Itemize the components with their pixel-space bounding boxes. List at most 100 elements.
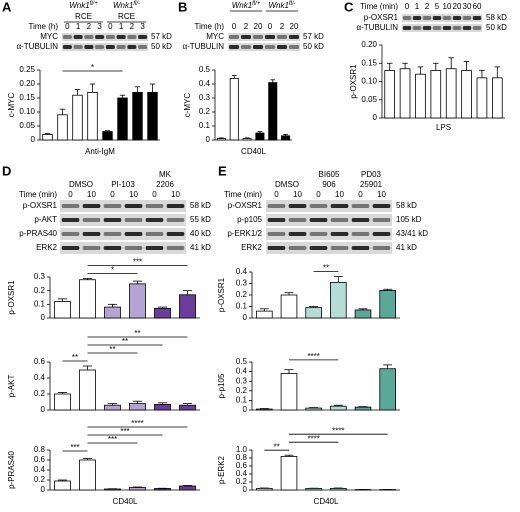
y-tick-label: 0 [31,135,36,144]
bar [256,408,273,411]
treatment-label: DMSO [69,180,93,189]
panel-letter: D [2,163,11,178]
blot-band [267,232,286,236]
time-point: 5 [435,2,440,11]
bar [57,114,68,141]
y-axis-label: c-MYC [7,93,16,118]
blot-band [61,232,80,236]
blot-strip [62,43,148,51]
bar [102,131,113,141]
treatment-label: 906 [322,180,336,189]
blot-row-label: p-AKT [34,215,57,224]
blot-strip [402,14,482,22]
blot-band [330,232,349,236]
blot-row-label: α-TUBULIN [356,23,398,32]
allele: fl/- [289,1,296,7]
y-tick-label: 0.5 [199,65,211,74]
blot-band [240,35,252,39]
blot-strip [60,214,186,226]
blot-band [228,45,240,49]
blot-band [103,246,122,250]
y-tick-label: 0.4 [199,79,211,88]
bar [54,480,71,491]
bar [42,133,53,141]
time-label: Time (h) [195,22,225,31]
time-point: 0 [405,2,410,11]
y-tick-label: 0.3 [34,272,46,281]
blot-band [330,246,349,250]
time-point: 30 [463,2,472,11]
bar [445,68,457,119]
treatment-label: DMSO [275,180,299,189]
blot-band [372,246,391,250]
significance-label: *** [133,257,142,266]
y-axis-label: p-ERK2 [217,455,226,484]
y-tick-label: 0.5 [236,357,248,366]
y-axis-label: p-AKT [7,375,16,398]
y-tick-label: 0.6 [34,455,46,464]
bar [461,70,472,119]
blot-band [288,232,307,236]
blot-band [84,45,94,49]
blot-band [82,204,101,208]
bar [87,92,98,141]
treatment-label: BI605 [319,170,340,179]
blot-band [402,26,412,30]
blot-band [252,45,264,49]
blot-band [412,26,422,30]
time-point: 20 [453,2,462,11]
blot-band [288,35,300,39]
y-tick-label: 0.1 [236,302,248,311]
y-axis-label: p-PRAS40 [7,451,16,489]
blot-band [138,45,148,49]
bar [132,92,143,141]
blot-strip [62,33,148,41]
blot-band [452,16,462,20]
y-axis-label: p-OXSR1 [349,64,358,99]
bar [117,97,128,141]
blot-strip [60,200,186,212]
blot-band [145,246,164,250]
blot-row-label: α-TUBULIN [182,42,224,51]
blot-band [127,35,137,39]
time-point: 0 [358,190,363,199]
blot-strip [60,228,186,240]
x-axis-label: CD40L [241,147,266,156]
y-tick-label: 0.2 [236,290,248,299]
y-tick-label: 0 [206,135,211,144]
bar [330,281,347,319]
y-tick-label: 0 [41,313,46,322]
y-tick-label: 0 [373,113,378,122]
bar [384,70,396,119]
blot-band [309,204,328,208]
blot-band [124,232,143,236]
y-tick-label: 0.1 [236,396,248,405]
blot-band [166,246,185,250]
bar [305,307,322,319]
y-tick-label: 0.4 [34,465,46,474]
blot-band [240,45,252,49]
time-point: 2 [280,22,285,31]
significance-label: **** [332,426,344,435]
blot-band [95,45,105,49]
time-point: 0 [152,190,157,199]
x-axis-label: Anti-IgM [85,147,115,156]
blot-row-label: p-ERK1/2 [227,229,262,238]
genotype: Wnk1fl/- [113,1,140,11]
blot-strip [266,214,392,226]
y-tick-label: 0.10 [361,77,377,86]
genotype: Wnk1fl/+ [69,1,98,11]
significance-label: ** [122,337,128,346]
time-point: 3 [97,22,102,31]
blot-strip [266,228,392,240]
bar [379,289,396,319]
band-size: 41 kD [190,243,211,252]
blot-band [166,218,185,222]
blot-band [105,45,115,49]
blot-band [288,246,307,250]
blot-band [103,218,122,222]
treatment-label: 25901 [360,180,383,189]
blot-band [61,246,80,250]
blot-band [330,218,349,222]
blot-band [124,246,143,250]
